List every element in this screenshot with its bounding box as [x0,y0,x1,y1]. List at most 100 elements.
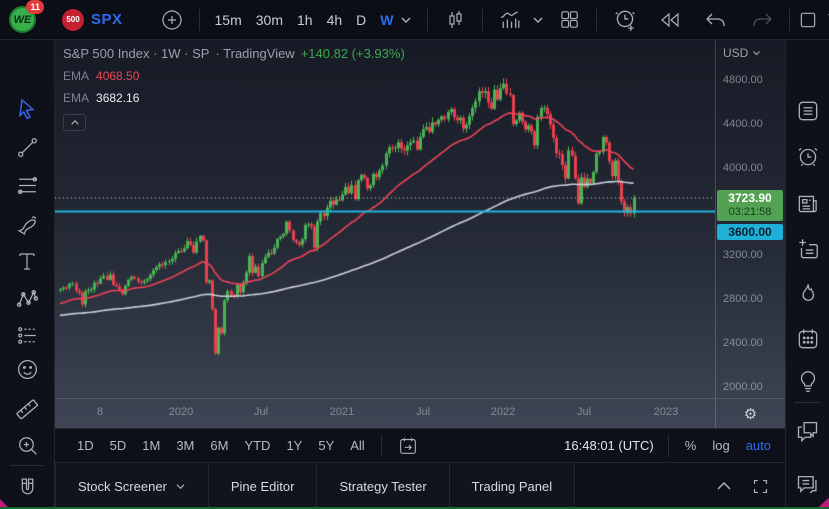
range-button-1y[interactable]: 1Y [286,438,303,453]
data-vendor-label: · TradingView [215,46,295,61]
auto-scale-button[interactable]: auto [745,438,771,453]
fullscreen-icon[interactable] [752,478,769,495]
trend-line-tool-button[interactable] [0,132,54,162]
tab-trading-panel[interactable]: Trading Panel [449,463,576,509]
indicator-name: EMA [63,91,90,105]
save-layout-control[interactable]: Wealthy E [798,10,829,30]
percent-scale-button[interactable]: % [684,438,697,453]
timeframe-menu-button[interactable] [400,16,419,24]
emoji-tool-button[interactable] [0,354,54,384]
layout-button[interactable] [551,8,588,31]
bottom-panel-tabs: Stock Screener Pine Editor Strategy Test… [55,463,785,509]
zoom-in-tool-button[interactable] [0,430,54,460]
clock-utc-button[interactable]: 16:48:01 (UTC) [564,438,654,453]
redo-button[interactable] [743,8,781,32]
alerts-button[interactable] [786,140,829,172]
comment-bubble-icon [797,475,817,493]
flame-icon [801,284,814,301]
brush-tool-button[interactable] [0,208,54,238]
create-alert-button[interactable] [605,7,645,33]
price-axis[interactable]: USD 3723.90 03:21:58 3600.00 4800.00 4400… [715,40,785,398]
fib-tool-button[interactable] [0,170,54,200]
xabcd-pattern-icon [16,289,38,307]
chart-style-button[interactable] [436,8,474,32]
watchlist-button[interactable] [786,95,829,127]
range-button-ytd[interactable]: YTD [244,438,271,453]
symbol-description[interactable]: S&P 500 Index · 1W · SP [63,46,210,61]
time-tick-label: 8 [96,406,104,418]
price-tick-label: 4400.00 [723,117,763,130]
goto-date-button[interactable] [390,435,426,457]
range-button-1d[interactable]: 1D [77,438,94,453]
toolbar-separator [482,8,484,31]
indicator-legend-row[interactable]: EMA 3682.16 [63,91,405,105]
hotlist-button[interactable] [786,278,829,310]
text-tool-button[interactable] [0,246,54,276]
pattern-tool-button[interactable] [0,283,54,313]
compare-add-button[interactable] [153,8,191,32]
forecast-icon [17,326,36,344]
currency-selector[interactable]: USD [723,46,761,60]
notes-plus-icon [798,239,818,259]
timeframe-button-15m[interactable]: 15m [214,11,242,28]
range-button-6m[interactable]: 6M [210,438,229,453]
time-tick-label: Jul [415,406,431,418]
indicator-name: EMA [63,69,90,83]
timeframe-button-1h[interactable]: 1h [296,11,313,28]
cursor-tool-button[interactable] [0,94,54,124]
tab-label: Trading Panel [471,478,553,494]
timeframe-button-30m[interactable]: 30m [255,11,283,28]
gear-icon[interactable]: ⚙ [743,405,758,423]
range-button-3m[interactable]: 3M [176,438,195,453]
timeframe-button-4h[interactable]: 4h [326,11,343,28]
undo-button[interactable] [697,8,735,32]
symbol-switcher[interactable]: 500 SPX [62,8,123,31]
indicators-button[interactable] [491,7,530,32]
tab-stock-screener[interactable]: Stock Screener [55,463,209,509]
price-tick-label: 2800.00 [723,293,763,306]
cursor-icon [19,98,35,120]
ideas-button[interactable] [786,365,829,397]
range-button-5y[interactable]: 5Y [318,438,335,453]
news-icon [798,195,817,213]
bar-replay-button[interactable] [651,8,689,32]
last-price-value: 3723.90 [728,190,772,205]
range-button-5d[interactable]: 5D [109,438,127,453]
log-scale-button[interactable]: log [712,438,730,453]
range-button-all[interactable]: All [350,438,365,453]
trend-line-icon [17,137,37,157]
account-logo[interactable]: WE 11 [9,0,44,33]
indicators-icon [501,11,520,28]
indicator-legend-row[interactable]: EMA 4068.50 [63,69,405,83]
tab-strategy-tester[interactable]: Strategy Tester [317,463,450,509]
range-button-1m[interactable]: 1M [142,438,161,453]
toolbar-separator [427,8,429,31]
toolbar-separator [789,8,791,31]
timeframe-group: 15m 30m 1h 4h D W [208,7,401,33]
measure-tool-button[interactable] [0,392,54,422]
chat-bubbles-icon [797,421,818,442]
magnet-tool-button[interactable] [0,472,54,502]
calendar-button[interactable] [786,323,829,355]
timeframe-button-W[interactable]: W [380,11,394,28]
tab-pine-editor[interactable]: Pine Editor [208,463,318,509]
top-toolbar: WE 11 500 SPX 15m 30m 1h 4h D W [0,0,829,40]
indicators-menu-button[interactable] [530,16,551,24]
comments-button[interactable] [786,468,829,500]
smiley-icon [17,359,37,379]
legend-collapse-button[interactable] [63,114,86,131]
forecast-tool-button[interactable] [0,320,54,350]
panel-expand-chevron-icon[interactable] [716,481,732,491]
time-axis[interactable]: 8 2020 Jul 2021 Jul 2022 Jul 2023 [55,398,715,428]
news-button[interactable] [786,188,829,220]
timeframe-button-D[interactable]: D [356,11,367,28]
sp500-logo-icon: 500 [62,8,84,31]
text-notes-button[interactable] [786,233,829,265]
price-tick-label: 3200.00 [723,249,763,262]
price-chart-canvas[interactable] [55,40,715,398]
chats-button[interactable] [786,414,829,446]
plus-circle-icon [161,9,182,30]
alert-clock-plus-icon [615,10,636,31]
magnet-icon [21,478,33,494]
toolbar-separator [198,8,200,31]
